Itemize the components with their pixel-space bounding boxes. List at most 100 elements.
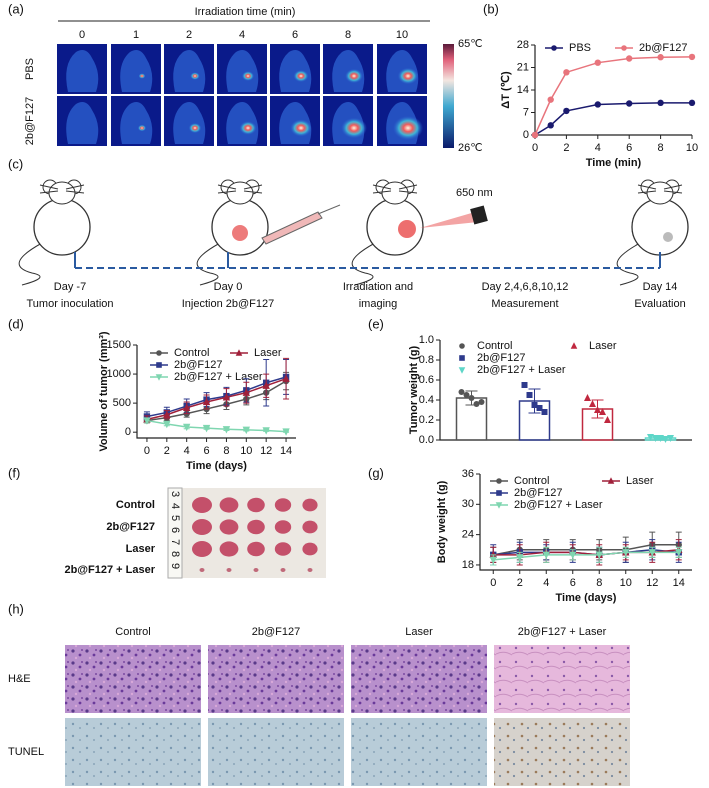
legend-label: 2b@F127 + Laser — [477, 364, 566, 376]
panel-label: (h) — [8, 601, 24, 616]
series-line — [493, 551, 679, 561]
x-tick-label: 14 — [280, 445, 292, 457]
y-tick-label: 24 — [462, 529, 474, 541]
mouse-silhouette — [66, 50, 99, 92]
legend-label: Control — [514, 475, 549, 487]
mouse-silhouette — [173, 102, 206, 144]
ruler — [167, 487, 183, 579]
whisker — [398, 184, 418, 194]
step-day: Day 14 — [643, 281, 678, 293]
tumor-photo — [302, 542, 318, 556]
tumor-photo — [274, 542, 292, 556]
point — [222, 426, 231, 434]
row-label: 2b@F127 — [24, 97, 36, 145]
point — [182, 403, 191, 411]
photo — [168, 488, 326, 578]
point — [688, 99, 696, 107]
point — [489, 556, 497, 565]
tumor-photo — [274, 520, 292, 534]
hot-spot — [293, 69, 309, 83]
y-tick-label: 1000 — [107, 368, 131, 380]
colorbar-min: 26℃ — [458, 142, 483, 154]
tumor-photo — [192, 519, 212, 535]
step-day: Day 2,4,6,8,10,12 — [482, 281, 569, 293]
tumor — [398, 220, 416, 238]
photo-row-label: 2b@F127 — [106, 521, 155, 533]
legend-label: 2b@F127 — [174, 359, 222, 371]
y-tick-label: 0 — [523, 129, 529, 141]
tumor-photo — [247, 519, 265, 535]
he-image — [494, 645, 630, 713]
legend-label: Laser — [626, 475, 654, 487]
tumor-photo — [192, 497, 212, 513]
point — [657, 435, 664, 442]
mouse-head — [381, 181, 409, 205]
tumor-photo — [274, 498, 292, 512]
ruler-number: 3 — [169, 491, 181, 497]
tumor-photo — [219, 497, 239, 513]
legend-label: PBS — [569, 42, 591, 54]
mouse-body — [631, 198, 689, 256]
legend-label: 2b@F127 — [639, 42, 687, 54]
x-tick-label: 4 — [543, 577, 549, 589]
mouse-silhouette — [173, 50, 206, 92]
point — [262, 427, 270, 435]
x-tick-label: 8 — [596, 577, 602, 589]
tunel-image — [351, 718, 487, 786]
series-line — [534, 102, 692, 136]
y-tick-label: 14 — [517, 84, 529, 96]
legend-marker — [621, 45, 627, 51]
tumor-photo — [247, 497, 265, 513]
x-tick-label: 0 — [490, 577, 496, 589]
point — [222, 393, 231, 401]
legend-label: Laser — [254, 347, 282, 359]
point — [626, 55, 633, 62]
legend-label: Control — [477, 340, 512, 352]
point — [526, 392, 533, 398]
error-bar — [528, 388, 541, 414]
point — [163, 410, 171, 418]
panel-label: (f) — [8, 465, 20, 480]
thermal-title: Irradiation time (min) — [195, 6, 296, 18]
y-axis-label: Volume of tumor (mm³) — [98, 331, 110, 452]
y-tick-label: 0.2 — [419, 414, 434, 426]
time-label: 10 — [396, 29, 408, 41]
legend-label: 2b@F127 — [477, 352, 525, 364]
point — [547, 96, 554, 103]
whisker — [39, 184, 59, 194]
mouse-tail — [616, 242, 641, 286]
he-image — [65, 645, 201, 713]
step-day: Day 0 — [214, 281, 243, 293]
x-tick-label: 12 — [260, 445, 272, 457]
legend-marker — [570, 342, 578, 349]
y-tick-label: 30 — [462, 498, 474, 510]
x-tick-label: 0 — [532, 142, 538, 154]
hot-spot — [241, 71, 255, 81]
ruler-number: 8 — [169, 551, 181, 557]
tumor-photo — [307, 568, 313, 572]
row-label: PBS — [24, 58, 36, 80]
point — [657, 99, 664, 107]
tumor-photo — [302, 498, 318, 512]
time-label: 4 — [239, 29, 245, 41]
tumor-photo — [219, 519, 239, 535]
mouse-silhouette — [120, 50, 153, 92]
tumor — [663, 232, 673, 242]
legend-marker — [235, 349, 243, 356]
y-tick-label: 0.6 — [419, 374, 434, 386]
point — [536, 405, 543, 411]
wavelength: 650 nm — [456, 187, 493, 199]
legend-label: 2b@F127 — [514, 487, 562, 499]
point — [262, 381, 270, 389]
time-label: 8 — [345, 29, 351, 41]
ruler-number: 9 — [169, 563, 181, 569]
point — [143, 417, 151, 425]
point — [202, 397, 211, 406]
y-axis-label: ΔT (℃) — [500, 71, 512, 109]
y-tick-label: 0.8 — [419, 354, 434, 366]
time-label: 0 — [79, 29, 85, 41]
point — [563, 69, 570, 76]
tumor — [232, 225, 248, 241]
syringe-needle — [317, 204, 341, 215]
mouse-silhouette — [66, 102, 99, 144]
